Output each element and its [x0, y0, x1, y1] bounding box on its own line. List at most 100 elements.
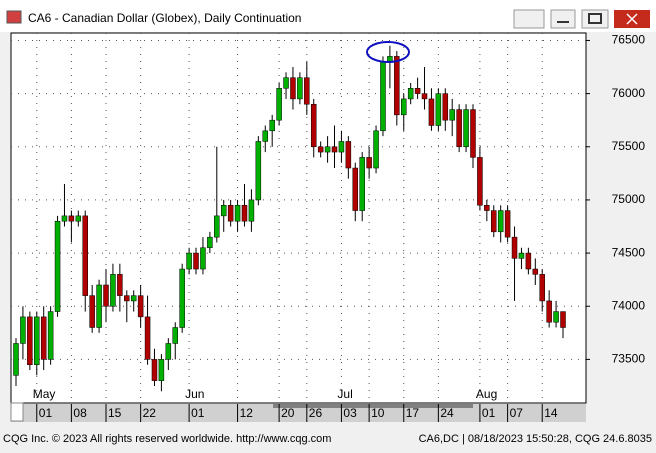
- candle-body: [442, 93, 449, 121]
- candle-body: [241, 204, 248, 222]
- candle-body: [103, 284, 109, 307]
- candle-body: [75, 215, 82, 222]
- candle-body: [227, 204, 234, 222]
- candle-body: [255, 141, 262, 201]
- candle-body: [338, 141, 345, 153]
- month-label: Jul: [337, 387, 352, 401]
- candle-body: [352, 167, 359, 211]
- candle-body: [546, 300, 552, 323]
- candle-body: [193, 252, 199, 270]
- y-tick-label: 74500: [612, 245, 646, 259]
- candle-body: [283, 77, 289, 89]
- candle-body: [456, 109, 462, 148]
- candle-body: [117, 274, 123, 296]
- x-axis-strip: [11, 404, 586, 422]
- candle-body: [234, 204, 241, 222]
- candle-body: [186, 252, 192, 270]
- window-title: CA6 - Canadian Dollar (Globex), Daily Co…: [28, 11, 301, 25]
- candle-body: [560, 311, 566, 328]
- candle-body: [525, 252, 532, 270]
- candle-body: [137, 295, 144, 318]
- candle-body: [504, 210, 511, 238]
- candle-body: [165, 343, 172, 360]
- candle-body: [262, 130, 269, 142]
- candle-body: [394, 56, 400, 116]
- candle-body: [89, 295, 95, 328]
- footer-left: CQG Inc. © 2023 All rights reserved worl…: [3, 433, 331, 445]
- candle-body: [331, 146, 338, 153]
- candle-body: [47, 311, 54, 360]
- x-tick-label: 08: [73, 406, 87, 420]
- y-tick-label: 76000: [612, 86, 646, 100]
- candle-body: [220, 204, 227, 217]
- x-tick-label: 01: [39, 406, 53, 420]
- candle-body: [40, 316, 47, 360]
- candle-body: [532, 268, 539, 275]
- candle-body: [491, 210, 497, 233]
- x-tick-label: 14: [544, 406, 558, 420]
- candle-body: [463, 109, 469, 148]
- minimize-button[interactable]: [550, 9, 576, 29]
- highlight-ellipse: [366, 41, 410, 63]
- scroll-thumb[interactable]: [273, 404, 473, 408]
- candle-body: [297, 77, 303, 100]
- candle-body: [290, 77, 296, 100]
- candle-body: [82, 215, 88, 296]
- candle-body: [518, 252, 525, 259]
- candle-body: [151, 359, 158, 381]
- candle-body: [61, 215, 68, 222]
- candle-body: [13, 343, 19, 376]
- candle-body: [68, 215, 75, 222]
- candle-body: [179, 268, 185, 328]
- x-tick-label: 24: [440, 406, 454, 420]
- y-tick-label: 74000: [612, 298, 646, 312]
- x-tick-label: 01: [191, 406, 205, 420]
- x-tick-label: 20: [281, 406, 295, 420]
- link-button[interactable]: [513, 9, 545, 29]
- candle-body: [407, 88, 414, 100]
- candle-body: [248, 199, 255, 222]
- candle-body: [207, 236, 213, 249]
- scroll-left[interactable]: [10, 402, 24, 422]
- candle-body: [373, 130, 379, 169]
- y-tick-label: 75000: [612, 192, 646, 206]
- maximize-button[interactable]: [581, 9, 609, 29]
- candle-body: [421, 93, 428, 100]
- candle-body: [380, 61, 386, 132]
- x-tick-label: 26: [309, 406, 323, 420]
- candle-body: [34, 316, 40, 365]
- candle-body: [310, 103, 317, 148]
- x-tick-label: 01: [482, 406, 496, 420]
- candle-body: [27, 316, 33, 365]
- candle-body: [200, 247, 206, 270]
- candle-body: [130, 295, 137, 302]
- candle-body: [428, 98, 435, 126]
- candle-body: [345, 141, 352, 169]
- candle-body: [276, 88, 282, 121]
- x-tick-label: 15: [108, 406, 122, 420]
- candle-body: [497, 210, 504, 233]
- footer-right: CA6,DC | 08/18/2023 15:50:28, CQG 24.6.8…: [419, 433, 652, 445]
- candle-body: [144, 316, 151, 360]
- candle-body: [54, 220, 61, 312]
- candle-body: [435, 93, 442, 126]
- y-tick-label: 75500: [612, 139, 646, 153]
- candle-body: [124, 295, 130, 302]
- candle-body: [214, 215, 220, 238]
- candle-body: [96, 284, 102, 328]
- month-label: Aug: [476, 387, 497, 401]
- candle-body: [269, 119, 275, 132]
- candle-body: [449, 109, 455, 121]
- candle-body: [317, 146, 324, 153]
- candle-body: [484, 204, 490, 211]
- candle-body: [553, 311, 559, 323]
- candle-body: [324, 146, 331, 153]
- candle-body: [359, 157, 365, 211]
- x-tick-label: 07: [510, 406, 524, 420]
- candle-body: [366, 157, 372, 169]
- candle-body: [158, 359, 165, 381]
- x-tick-label: 17: [406, 406, 420, 420]
- candle-body: [477, 157, 483, 206]
- month-label: May: [33, 387, 56, 401]
